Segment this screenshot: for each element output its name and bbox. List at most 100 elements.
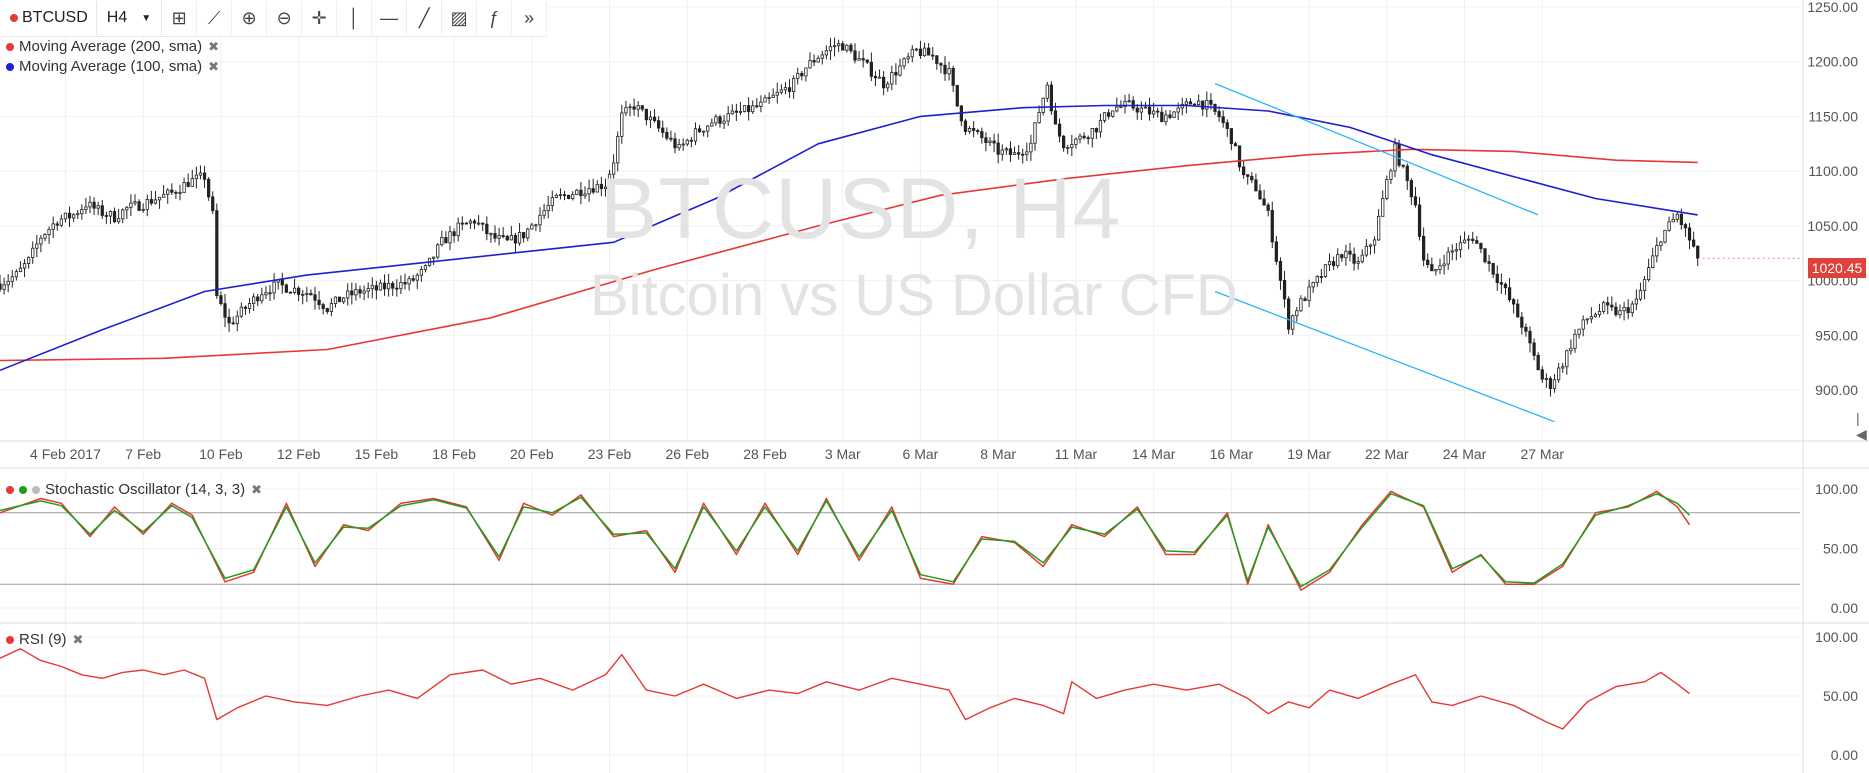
candle-body [603,186,608,190]
candle-body [1585,318,1589,321]
vertical-line-icon[interactable]: │ [337,1,373,35]
candle-body [472,220,477,224]
candle-body [665,132,669,139]
candle-body [268,292,272,295]
crosshair-icon[interactable]: ✛ [302,1,338,35]
candle-body [726,113,730,122]
candle-body [963,120,968,132]
candle-body [1057,123,1062,137]
candle-body [190,178,194,187]
candle-body [841,43,845,51]
candle-body [1516,303,1520,318]
stoch-tick-label: 0.00 [1831,600,1858,616]
fib-icon[interactable]: ▨ [442,1,478,35]
candle-body [1299,298,1303,312]
remove-ma100-icon[interactable]: ✖ [208,58,220,74]
candle-body [509,235,513,241]
candle-body [1696,245,1700,259]
candle-body [1573,333,1577,349]
candle-body [513,235,518,244]
candle-body [1642,279,1647,291]
candle-body [898,65,902,76]
candle-body [464,222,468,225]
candle-body [108,211,113,217]
function-icon[interactable]: ƒ [477,1,513,35]
candle-body [493,233,497,239]
candle-body [1593,314,1598,318]
candle-body [243,306,248,309]
remove-stochastic-icon[interactable]: ✖ [251,481,262,497]
candle-body [1683,224,1688,229]
time-tick-label: 11 Mar [1055,446,1098,462]
candle-body [530,224,534,230]
horizontal-line-icon[interactable]: — [372,1,408,35]
candle-body [1397,143,1401,166]
candle-body [837,43,841,47]
candle-body [1062,135,1066,149]
candle-body [157,196,162,201]
candle-body [1319,276,1323,278]
candle-body [1487,261,1491,264]
candle-body [292,287,297,293]
candle-body [1610,304,1614,308]
watermark-symbol: BTCUSD, H4 [600,161,1122,257]
candle-body [305,293,309,295]
remove-ma200-icon[interactable]: ✖ [208,38,220,54]
candle-body [1164,114,1168,123]
candle-body [1364,245,1368,256]
candle-body [522,232,526,239]
candle-body [174,191,178,194]
candle-body [153,199,158,204]
candle-body [1197,100,1201,105]
candle-body [1475,240,1479,244]
candle-body [796,72,800,79]
candle-body [1287,298,1291,330]
candle-body [309,293,313,296]
candle-body [1045,84,1049,99]
timeframe-selector[interactable]: H4 ▼ [97,1,163,35]
legend-stochastic: Stochastic Oscillator (14, 3, 3) ✖ [6,481,262,498]
bar-style-icon[interactable]: ⊞ [162,1,198,35]
candle-body [1053,110,1058,125]
candle-body [1467,238,1471,241]
candle-body [1066,146,1070,149]
candle-body [849,44,853,52]
collapse-panel-icon[interactable]: |◀ [1856,410,1867,442]
candle-body [468,220,473,224]
candle-body [1426,259,1430,265]
zoom-in-icon[interactable]: ⊕ [232,1,268,35]
candle-body [976,130,980,133]
zoom-out-icon[interactable]: ⊖ [267,1,303,35]
candle-body [423,265,428,270]
candle-body [718,116,722,124]
candle-body [256,296,260,302]
remove-rsi-icon[interactable]: ✖ [72,631,84,647]
forward-icon[interactable]: » [512,1,548,35]
candle-body [1446,251,1450,265]
candle-body [1205,99,1209,110]
candle-body [1229,128,1233,145]
time-tick-label: 3 Mar [825,446,861,462]
last-price-tag: 1020.45 [1808,258,1866,278]
candle-body [432,256,436,259]
candle-body [1033,122,1037,144]
candle-body [145,199,149,210]
candle-body [362,290,366,294]
trend-line-icon[interactable]: ╱ [407,1,443,35]
time-tick-label: 27 Mar [1520,446,1564,462]
candle-body [1082,135,1086,139]
candle-body [219,295,223,305]
candle-body [1557,367,1561,381]
candle-body [1315,276,1319,283]
candle-body [640,105,644,110]
candle-body [767,97,771,99]
candle-body [1041,97,1045,113]
candle-body [252,296,256,304]
channel-trend-line [1214,290,1555,423]
symbol-selector[interactable]: BTCUSD [0,1,97,35]
candle-body [1569,347,1573,352]
candle-body [399,281,403,290]
candle-body [55,223,59,226]
indicators-icon[interactable]: ⟋ [197,1,233,35]
